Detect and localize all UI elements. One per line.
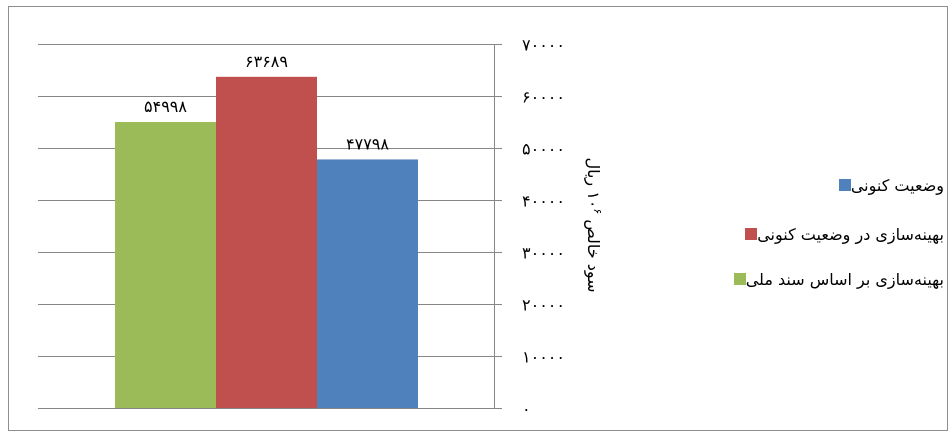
data-label: ۴۷۷۹۸ [346,134,389,153]
data-label: ۶۳۶۸۹ [245,52,288,71]
bar [216,76,317,408]
y-tick-label: ۲۰۰۰۰ [522,296,565,315]
y-tick-label: ۰ [522,400,531,419]
data-label: ۵۴۹۹۸ [144,97,187,116]
y-tick-label: ۱۰۰۰۰ [522,348,565,367]
bar [115,122,216,408]
bar [317,159,418,408]
y-tick-label: ۵۰۰۰۰ [522,140,565,159]
y-tick-label: ۳۰۰۰۰ [522,244,565,263]
y-tick-label: ۷۰۰۰۰ [522,36,565,55]
y-tick-label: ۶۰۰۰۰ [522,88,565,107]
y-tick-label: ۴۰۰۰۰ [522,192,565,211]
y-axis-title: سود خالص ۱۰۶ ریال [583,157,604,292]
